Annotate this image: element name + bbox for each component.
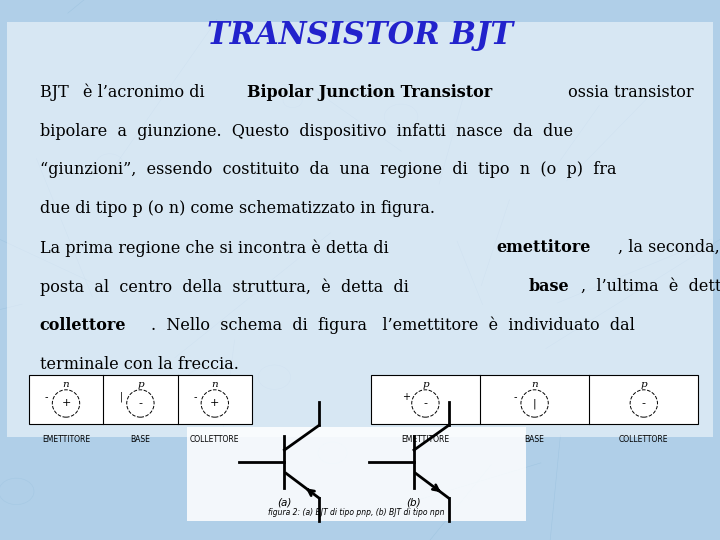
Text: collettore: collettore <box>40 317 126 334</box>
Text: +: + <box>61 399 71 408</box>
Text: , la seconda,: , la seconda, <box>618 239 720 256</box>
Text: figura 2: (a) BJT di tipo pnp, (b) BJT di tipo npn: figura 2: (a) BJT di tipo pnp, (b) BJT d… <box>268 508 445 517</box>
Text: p: p <box>422 380 428 389</box>
Ellipse shape <box>53 390 80 417</box>
Text: terminale con la freccia.: terminale con la freccia. <box>40 356 238 373</box>
Text: n: n <box>531 380 538 389</box>
Text: +: + <box>402 392 410 402</box>
Text: posta  al  centro  della  struttura,  è  detta  di: posta al centro della struttura, è detta… <box>40 278 419 295</box>
Text: COLLETTORE: COLLETTORE <box>190 435 240 444</box>
Text: EMETTITORE: EMETTITORE <box>42 435 90 444</box>
Ellipse shape <box>201 390 228 417</box>
Text: +: + <box>210 399 220 408</box>
Text: n: n <box>63 380 69 389</box>
Bar <box>187 427 526 521</box>
Text: -: - <box>138 399 143 408</box>
Text: è l’acronimo di: è l’acronimo di <box>84 84 210 100</box>
Text: -: - <box>642 399 646 408</box>
Ellipse shape <box>412 390 439 417</box>
FancyBboxPatch shape <box>7 22 713 437</box>
Text: |: | <box>120 392 122 402</box>
Text: BASE: BASE <box>130 435 150 444</box>
Text: “giunzioni”,  essendo  costituito  da  una  regione  di  tipo  n  (o  p)  fra: “giunzioni”, essendo costituito da una r… <box>40 161 616 178</box>
Text: due di tipo p (o n) come schematizzato in figura.: due di tipo p (o n) come schematizzato i… <box>40 200 435 217</box>
Text: n: n <box>212 380 218 389</box>
Text: COLLETTORE: COLLETTORE <box>619 435 669 444</box>
Text: emettitore: emettitore <box>496 239 590 256</box>
Ellipse shape <box>630 390 657 417</box>
Text: bipolare  a  giunzione.  Questo  dispositivo  infatti  nasce  da  due: bipolare a giunzione. Questo dispositivo… <box>40 123 572 139</box>
Text: (a): (a) <box>277 497 292 508</box>
Text: BASE: BASE <box>525 435 544 444</box>
Text: .  Nello  schema  di  figura   l’emettitore  è  individuato  dal: . Nello schema di figura l’emettitore è … <box>151 317 635 334</box>
Text: La prima regione che si incontra è detta di: La prima regione che si incontra è detta… <box>40 239 393 256</box>
Text: Bipolar Junction Transistor: Bipolar Junction Transistor <box>247 84 492 100</box>
Text: |: | <box>533 398 536 409</box>
Ellipse shape <box>127 390 154 417</box>
Text: ,  l’ultima  è  detta  di: , l’ultima è detta di <box>581 278 720 295</box>
Text: base: base <box>528 278 570 295</box>
Bar <box>29 375 252 424</box>
Text: -: - <box>423 399 428 408</box>
Text: -: - <box>194 392 197 402</box>
Text: EMETTITORE: EMETTITORE <box>401 435 449 444</box>
Text: p: p <box>641 380 647 389</box>
Text: -: - <box>513 392 517 402</box>
Text: (b): (b) <box>407 497 421 508</box>
Bar <box>371 375 698 424</box>
Text: p: p <box>137 380 144 389</box>
Ellipse shape <box>521 390 549 417</box>
Text: BJT: BJT <box>40 84 73 100</box>
Text: -: - <box>45 392 48 402</box>
Text: TRANSISTOR BJT: TRANSISTOR BJT <box>207 19 513 51</box>
Text: ossia transistor: ossia transistor <box>563 84 694 100</box>
